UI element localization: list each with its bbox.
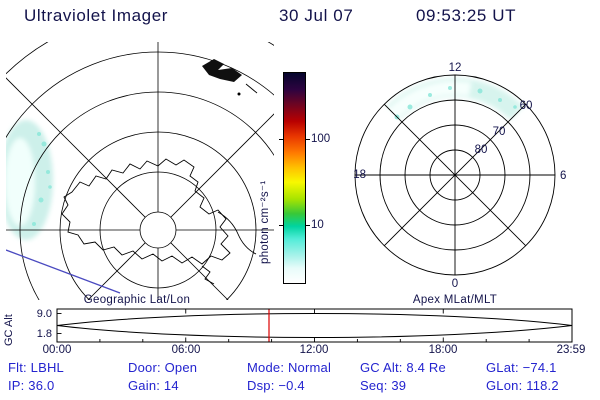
status-ip: IP: 36.0 [8, 378, 55, 393]
mlt-label-0: 0 [452, 278, 458, 290]
xtick-0000: 00:00 [42, 344, 72, 356]
status-glon: GLon: 118.2 [486, 378, 559, 393]
coastline [61, 59, 258, 285]
status-gain: Gain: 14 [128, 378, 179, 393]
status-gc-alt: GC Alt: 8.4 Re [360, 360, 446, 375]
satellite-track-line [6, 249, 121, 294]
mlat-ring-label-60: 60 [520, 100, 533, 112]
latlon-grid [6, 42, 274, 300]
geo-panel-caption: Geographic Lat/Lon [83, 294, 191, 306]
status-seq: Seq: 39 [360, 378, 407, 393]
status-mode: Mode: Normal [247, 360, 332, 375]
mlat-mlt-grid [354, 74, 556, 276]
apex-mlat-mlt-panel: 12 18 6 0 60 70 80 [353, 62, 566, 290]
geographic-map-panel [6, 42, 274, 300]
app-title: Ultraviolet Imager [24, 6, 169, 25]
status-flt: Flt: LBHL [8, 360, 64, 375]
colorbar-tickmark-100 [306, 139, 310, 140]
mlt-label-18: 18 [353, 169, 366, 181]
orbit-altitude-curve [56, 313, 573, 338]
apex-panel-caption: Apex MLat/MLT [412, 294, 498, 306]
mlt-label-6: 6 [560, 170, 566, 182]
xtick-1800: 18:00 [428, 344, 458, 356]
xtick-1200: 12:00 [299, 344, 329, 356]
colorbar-tickmark-10 [306, 225, 310, 226]
mlat-ring-label-70: 70 [493, 126, 506, 138]
colorbar-unit-label: photon cm⁻²s⁻¹ [259, 180, 271, 264]
alt-ymax-label: 9.0 [37, 308, 52, 320]
colorbar-tick-10: 10 [311, 219, 324, 231]
colorbar-tickmark-100-left [279, 139, 283, 140]
altitude-plot: 9.0 1.8 [37, 308, 573, 343]
colorbar [283, 72, 306, 284]
observation-date: 30 Jul 07 [279, 6, 354, 25]
xtick-2359: 23:59 [556, 344, 586, 356]
mlt-label-12: 12 [449, 62, 462, 74]
colorbar-tickmark-10-left [279, 225, 283, 226]
status-door: Door: Open [128, 360, 198, 375]
observation-time: 09:53:25 UT [416, 6, 517, 25]
xtick-0600: 06:00 [171, 344, 201, 356]
mlat-ring-label-80: 80 [475, 144, 488, 156]
status-dsp: Dsp: −0.4 [247, 378, 305, 393]
axis-ticks [57, 309, 530, 342]
colorbar-tick-100: 100 [311, 133, 331, 145]
alt-ymin-label: 1.8 [37, 328, 52, 340]
status-glat: GLat: −74.1 [486, 360, 557, 375]
auroral-emission-apex [386, 77, 524, 120]
